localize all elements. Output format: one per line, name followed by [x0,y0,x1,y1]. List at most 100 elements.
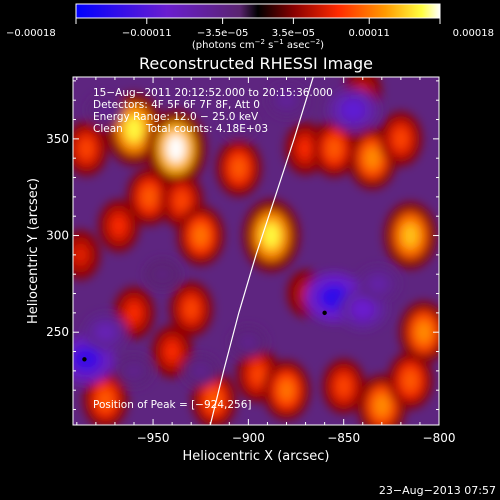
heatmap-blob-peak [364,146,381,170]
heatmap-blob-peak [327,137,342,160]
peak-marker [82,357,87,362]
heatmap-blob-core [229,115,249,132]
heatmap-blob-peak [125,115,143,143]
heatmap-blob [169,281,213,337]
heatmap [73,77,439,425]
heatmap-blob-peak [142,186,157,208]
colorbar-unit: (photons cm−2 s−1 asec−2) [192,38,324,51]
heatmap-blob [98,199,140,252]
heatmap-blob-core [191,363,210,379]
heatmap-blob-core [340,99,366,121]
colorbar-tick-label: 0.00011 [349,28,390,39]
heatmap-blob-peak [79,138,94,159]
colorbar-ticks: −0.00018 −0.00011 −3.5e−05 3.5e−05 0.00011 0.… [6,18,494,39]
heatmap-blob [145,110,206,187]
info-total-counts: Total counts: 4.18E+03 [145,123,268,135]
heatmap-blob [328,88,379,132]
heatmap-blob-peak [165,341,179,362]
heatmap-blob [182,355,220,387]
heatmap-blob [177,205,224,266]
heatmap-blob [384,202,437,269]
plot-frame [72,76,440,426]
heatmap-blob [115,355,153,387]
heatmap-blob [263,360,310,420]
x-axis: −950 −900 −850 −800 [76,77,456,445]
heatmap-blob [87,94,124,126]
heatmap-blob-peak [127,303,141,323]
heatmap-blob [311,120,357,177]
heatmap-blob [230,326,267,358]
heatmap-blob-peak [98,389,113,411]
colorbar-tick-label: −3.5e−05 [197,28,249,39]
heatmap-blob [357,266,399,302]
heatmap-blob-peak [299,138,313,159]
heatmap-blob-peak [402,223,419,249]
heatmap-blob [399,301,439,364]
chart-title: Reconstructed RHESSI Image [139,54,373,73]
heatmap-blob [191,371,237,425]
info-detectors: Detectors: 4F 5F 6F 7F 8F, Att 0 [93,99,260,111]
heatmap-blob-peak [112,216,126,236]
footer-date: 23−Aug−2013 07:57 [379,484,496,497]
heatmap-blob [388,352,433,409]
heatmap-blob-core [239,334,258,350]
heatmap-blob-peak [394,128,408,150]
heatmap-blob-peak [262,222,281,250]
heatmap-blob-peak [184,298,198,320]
heatmap-blob-peak [374,394,390,418]
peak-markers [82,310,327,362]
colorbar-tick-label: 0.00018 [453,28,494,39]
heatmap-blob [243,199,300,272]
solar-limb-curve [209,77,314,425]
heatmap-blob-peak [74,245,87,265]
heatmap-blob [145,259,180,290]
x-tick-label: −800 [423,431,456,445]
heatmap-blob-core [350,298,375,320]
heatmap-blob-core [94,322,117,342]
heatmap-blob [216,139,262,197]
colorbar-tick-label: −0.00018 [6,28,56,39]
heatmap-blob [160,173,203,228]
y-tick-label: 350 [46,132,69,146]
y-axis-title: Heliocentric Y (arcsec) [26,178,41,324]
heatmap-blob [83,313,128,351]
heatmap-blob-peak [231,157,246,179]
heatmap-blob-core [124,363,144,379]
heatmap-blob-core [73,347,101,372]
heatmap-blob-peak [403,369,418,392]
info-clean: Clean [93,123,123,135]
colorbar-tick-label: −0.00011 [122,28,172,39]
y-tick-label: 250 [46,325,69,339]
y-tick-label: 300 [46,229,69,243]
heatmap-blob-core [367,275,389,293]
x-axis-title: Heliocentric X (arcsec) [183,449,330,464]
colorbar-tick-label: 3.5e−05 [272,28,315,39]
x-tick-label: −950 [137,431,170,445]
y-axis: 250 300 350 [46,80,439,411]
heatmap-blob [83,371,128,425]
heatmap-blob [322,359,365,414]
info-peak-position: Position of Peak = [−924,256] [93,399,252,411]
heatmap-blob-core [96,102,115,118]
heatmap-blob [127,168,172,226]
peak-marker [322,310,327,316]
heatmap-blob-peak [336,376,351,397]
heatmap-blob [220,107,258,140]
x-tick-label: −900 [232,431,265,445]
colorbar [75,3,441,19]
heatmap-blob [151,325,193,378]
heatmap-blob-peak [166,134,186,163]
info-time-range: 15−Aug−2011 20:12:52.000 to 20:15:36.000 [93,87,333,99]
heatmap-blob-peak [416,320,432,344]
heatmap-blob-core [153,266,172,282]
heatmap-blob-peak [193,224,209,247]
heatmap-blob-peak [279,379,294,402]
heatmap-blob [379,111,423,167]
heatmap-blob-core [276,91,297,109]
heatmap-blob-peak [174,190,189,211]
info-energy-range: Energy Range: 12.0 − 25.0 keV [93,111,259,123]
heatmap-blob [73,230,100,280]
heatmap-blob [267,83,306,117]
heatmap-blob [73,121,108,176]
